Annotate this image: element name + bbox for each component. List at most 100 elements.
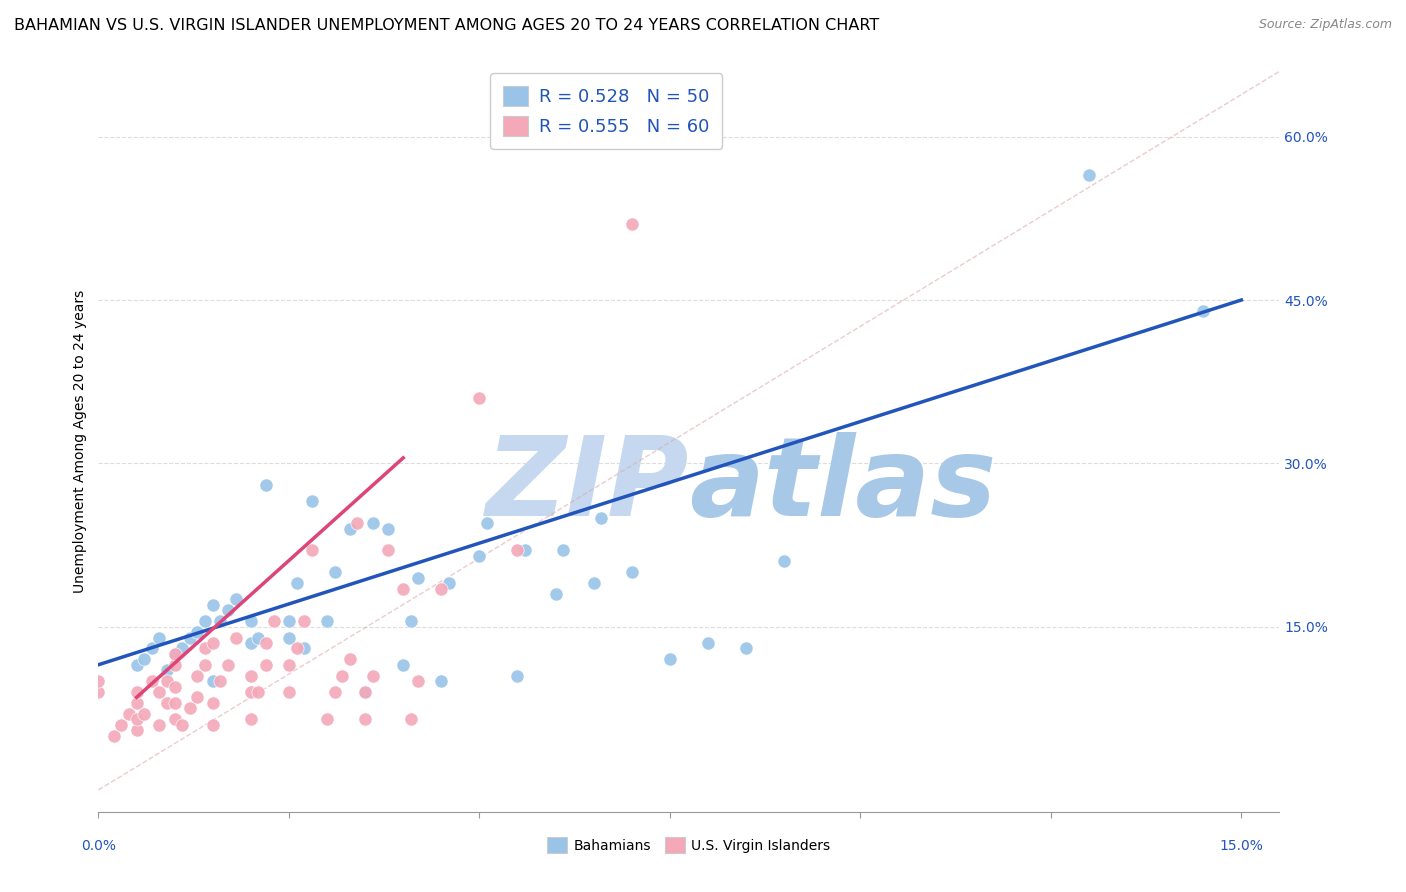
Point	[468, 391, 491, 405]
Point	[392, 657, 415, 672]
Point	[110, 717, 132, 731]
Point	[254, 636, 277, 650]
Point	[323, 685, 346, 699]
Y-axis label: Unemployment Among Ages 20 to 24 years: Unemployment Among Ages 20 to 24 years	[73, 290, 87, 593]
Point	[506, 668, 529, 682]
Point	[148, 631, 170, 645]
Point	[301, 494, 323, 508]
Point	[301, 543, 323, 558]
Point	[179, 701, 201, 715]
Point	[468, 549, 491, 563]
Point	[163, 712, 186, 726]
Legend: Bahamians, U.S. Virgin Islanders: Bahamians, U.S. Virgin Islanders	[540, 830, 838, 860]
Point	[285, 641, 308, 656]
Point	[582, 576, 605, 591]
Point	[247, 631, 270, 645]
Point	[247, 685, 270, 699]
Point	[163, 680, 186, 694]
Point	[399, 614, 422, 628]
Point	[194, 614, 217, 628]
Point	[553, 543, 575, 558]
Point	[141, 674, 163, 689]
Point	[392, 582, 415, 596]
Point	[217, 603, 239, 617]
Point	[239, 712, 262, 726]
Point	[239, 685, 262, 699]
Point	[172, 717, 194, 731]
Point	[339, 522, 361, 536]
Point	[354, 685, 377, 699]
Point	[141, 641, 163, 656]
Point	[254, 478, 277, 492]
Point	[225, 592, 247, 607]
Point	[201, 598, 224, 612]
Point	[620, 565, 643, 579]
Point	[239, 636, 262, 650]
Point	[292, 614, 315, 628]
Point	[697, 636, 720, 650]
Point	[277, 631, 299, 645]
Point	[437, 576, 460, 591]
Point	[125, 696, 148, 710]
Point	[408, 674, 430, 689]
Point	[354, 685, 377, 699]
Point	[316, 712, 339, 726]
Point	[430, 674, 453, 689]
Point	[156, 696, 179, 710]
Point	[209, 674, 232, 689]
Point	[323, 565, 346, 579]
Point	[544, 587, 567, 601]
Point	[263, 614, 285, 628]
Point	[361, 516, 384, 531]
Point	[201, 674, 224, 689]
Point	[316, 614, 339, 628]
Point	[1192, 304, 1215, 318]
Point	[125, 723, 148, 737]
Text: 15.0%: 15.0%	[1219, 839, 1264, 854]
Point	[513, 543, 536, 558]
Point	[430, 582, 453, 596]
Point	[103, 729, 125, 743]
Point	[179, 631, 201, 645]
Point	[125, 712, 148, 726]
Point	[186, 625, 208, 640]
Point	[201, 636, 224, 650]
Point	[87, 685, 110, 699]
Point	[148, 717, 170, 731]
Point	[163, 696, 186, 710]
Point	[156, 674, 179, 689]
Text: ZIP: ZIP	[485, 433, 689, 540]
Point	[201, 717, 224, 731]
Point	[330, 668, 353, 682]
Point	[163, 657, 186, 672]
Point	[217, 657, 239, 672]
Point	[87, 674, 110, 689]
Point	[735, 641, 758, 656]
Point	[125, 685, 148, 699]
Point	[118, 706, 141, 721]
Text: 0.0%: 0.0%	[82, 839, 115, 854]
Point	[201, 696, 224, 710]
Point	[239, 668, 262, 682]
Point	[254, 657, 277, 672]
Text: BAHAMIAN VS U.S. VIRGIN ISLANDER UNEMPLOYMENT AMONG AGES 20 TO 24 YEARS CORRELAT: BAHAMIAN VS U.S. VIRGIN ISLANDER UNEMPLO…	[14, 18, 879, 33]
Point	[194, 641, 217, 656]
Point	[186, 668, 208, 682]
Point	[125, 657, 148, 672]
Point	[277, 685, 299, 699]
Point	[292, 641, 315, 656]
Point	[346, 516, 368, 531]
Point	[377, 543, 399, 558]
Point	[148, 685, 170, 699]
Point	[399, 712, 422, 726]
Point	[658, 652, 681, 666]
Point	[163, 647, 186, 661]
Point	[134, 706, 156, 721]
Point	[620, 217, 643, 231]
Point	[186, 690, 208, 705]
Point	[408, 571, 430, 585]
Point	[475, 516, 498, 531]
Text: Source: ZipAtlas.com: Source: ZipAtlas.com	[1258, 18, 1392, 31]
Point	[194, 657, 217, 672]
Point	[277, 657, 299, 672]
